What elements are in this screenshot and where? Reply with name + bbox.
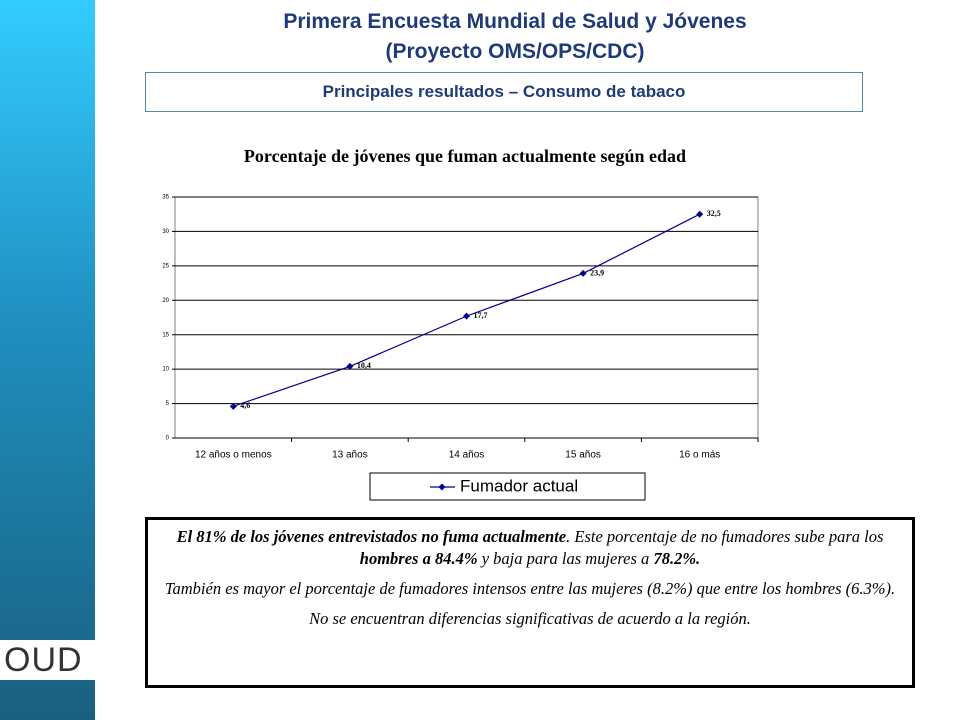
title: (Proyecto OMS/OPS/CDC) — [385, 40, 645, 63]
y-tick-label: 20 — [162, 298, 169, 304]
x-tick-label: 16 o más — [679, 450, 720, 461]
marker — [696, 210, 704, 218]
side-bar — [0, 0, 95, 720]
y-tick-label: 5 — [166, 401, 170, 407]
y-tick-label: 15 — [162, 332, 169, 338]
x-tick-label: 13 años — [332, 450, 368, 461]
marker — [579, 269, 587, 277]
y-tick-label: 25 — [162, 263, 169, 269]
x-tick-label: 15 años — [565, 450, 601, 461]
y-tick-label: 35 — [162, 195, 169, 201]
text: 78.2%. — [653, 549, 701, 568]
chart-title: Porcentaje de jóvenes que fuman actualme… — [244, 146, 686, 166]
paragraph: El 81% de los jóvenes entrevistados no f… — [158, 526, 902, 570]
paragraph: No se encuentran diferencias significati… — [309, 609, 751, 628]
data-label: 4,6 — [240, 401, 250, 410]
paragraph: También es mayor el porcentaje de fumado… — [164, 579, 896, 598]
marker — [346, 362, 354, 370]
y-tick-label: 30 — [162, 229, 169, 235]
x-tick-label: 14 años — [449, 450, 485, 461]
y-tick-label: 10 — [162, 367, 169, 373]
text: hombres a 84.4% — [359, 549, 478, 568]
text: y baja para las mujeres a — [477, 549, 654, 568]
legend-marker — [438, 483, 446, 491]
data-label: 10,4 — [357, 361, 371, 370]
title: Primera Encuesta Mundial de Salud y Jóve… — [283, 10, 747, 33]
text: El 81% de los jóvenes entrevistados no f… — [176, 527, 567, 546]
note-box: El 81% de los jóvenes entrevistados no f… — [145, 517, 915, 688]
marker — [463, 312, 470, 320]
logo: OUD — [0, 640, 96, 680]
chart: Porcentaje de jóvenes que fuman actualme… — [162, 146, 759, 501]
data-label: 23,9 — [590, 268, 604, 277]
data-label: 32,5 — [707, 209, 721, 218]
text: . Este porcentaje de no fumadores sube p… — [566, 527, 884, 546]
legend — [369, 472, 646, 501]
legend-label: Fumador actual — [460, 476, 578, 495]
x-tick-label: 12 años o menos — [195, 450, 272, 461]
marker — [229, 402, 237, 410]
subtitle: Principales resultados – Consumo de taba… — [145, 72, 863, 112]
data-label: 17,7 — [474, 311, 488, 320]
y-tick-label: 0 — [166, 436, 170, 442]
logo-text: OUD — [4, 640, 83, 679]
